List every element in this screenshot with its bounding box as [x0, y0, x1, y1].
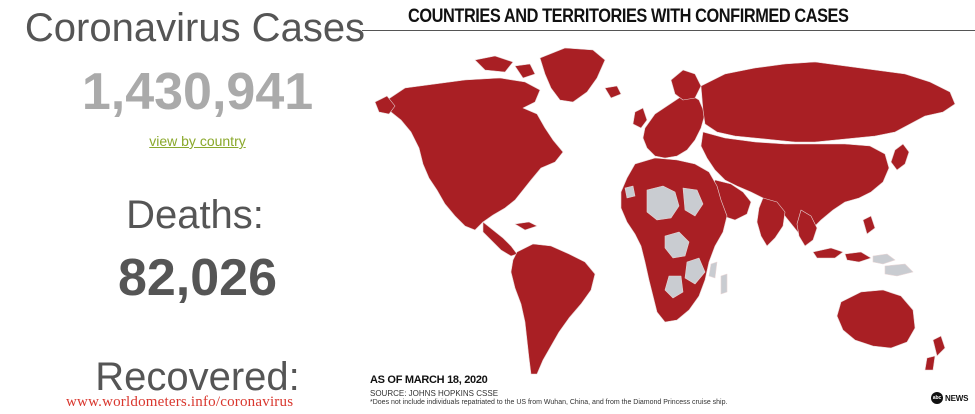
- deaths-title: Deaths:: [126, 193, 264, 237]
- deaths-count: 82,026: [117, 249, 278, 307]
- europe-region: [642, 93, 706, 159]
- russia-region: [700, 61, 956, 143]
- watermark: www.worldometers.info/coronavirus: [66, 394, 294, 410]
- stats-panel: Coronavirus Cases 1,430,941 view by coun…: [0, 0, 390, 414]
- abc-logo-mark: abc: [931, 392, 943, 404]
- south-america-region: [510, 243, 596, 375]
- recovered-title: Recovered:: [95, 355, 300, 399]
- cases-title: Coronavirus Cases: [24, 6, 366, 50]
- asia-region: [700, 131, 890, 237]
- no-cases-region: [646, 185, 680, 221]
- australia-region: [836, 289, 916, 349]
- world-map: [374, 47, 956, 375]
- abc-news-logo: abc NEWS: [931, 392, 968, 404]
- map-header: COUNTRIES AND TERRITORIES WITH CONFIRMED…: [408, 6, 849, 27]
- divider: [362, 30, 975, 31]
- as-of-date: AS OF MARCH 18, 2020: [370, 374, 488, 386]
- cases-count: 1,430,941: [81, 63, 314, 121]
- source-note: SOURCE: JOHNS HOPKINS CSSE: [370, 389, 499, 398]
- view-by-country-link[interactable]: view by country: [149, 133, 246, 149]
- footnote: *Does not include individuals repatriate…: [370, 399, 728, 406]
- greenland-region: [539, 47, 606, 103]
- map-infographic: COUNTRIES AND TERRITORIES WITH CONFIRMED…: [365, 0, 975, 414]
- abc-logo-text: NEWS: [945, 393, 969, 403]
- north-america-region: [386, 77, 564, 231]
